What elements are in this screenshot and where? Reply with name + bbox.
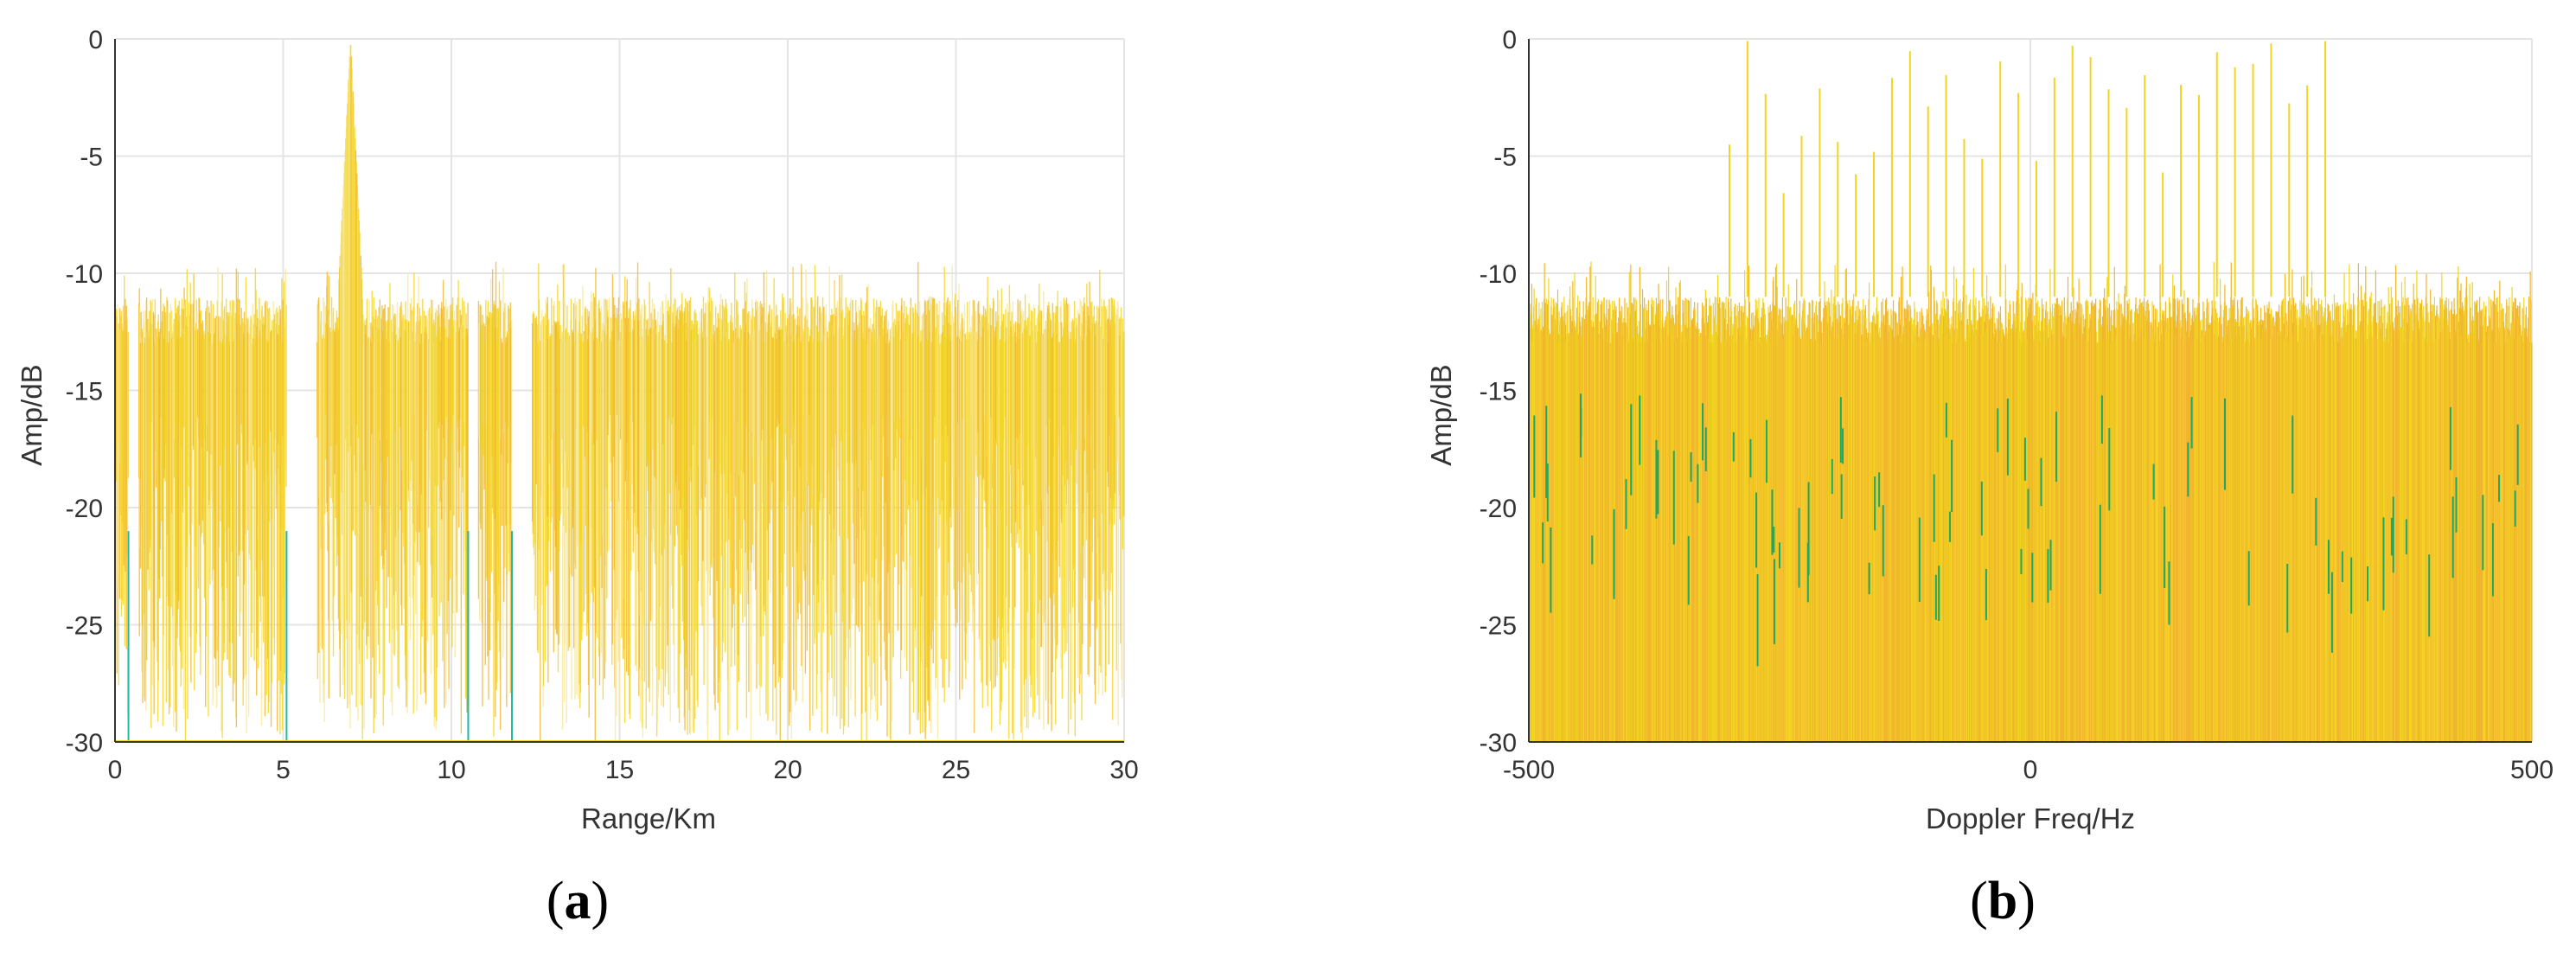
axes [1528, 39, 2532, 743]
x-axis-label: Range/Km [581, 802, 716, 834]
tick-labels: 0 5 10 15 20 25 30 0 -5 -10 -15 -20 -25 -30 [66, 26, 1139, 784]
y-tick-label: -15 [66, 378, 103, 406]
x-tick-label: 25 [942, 756, 970, 784]
y-tick-label: -10 [66, 260, 103, 289]
y-tick-label: -30 [66, 729, 103, 758]
x-tick-label: 30 [1109, 756, 1138, 784]
y-tick-label: 0 [88, 26, 103, 54]
y-tick-label: -5 [80, 144, 103, 172]
caption-b: (b) [1970, 872, 2036, 930]
panel-a: 0 5 10 15 20 25 300-5-10-15-20-25-30 Range/Km … [16, 26, 1139, 930]
y-axis-label: Amp/dB [16, 364, 48, 465]
axes [114, 39, 1124, 743]
y-tick-label: -20 [1480, 495, 1517, 523]
tick-labels: -500 0 500 0 -5 -10 -15 -20 -25 -30 [1480, 26, 2554, 784]
x-tick-label: 10 [437, 756, 465, 784]
y-tick-label: -20 [66, 495, 103, 523]
caption-letter-b: b [1988, 872, 2017, 930]
caption-a: (a) [547, 872, 609, 930]
y-tick-label: -5 [1493, 144, 1517, 172]
y-tick-label: -30 [1480, 729, 1517, 758]
x-tick-label: 500 [2510, 756, 2554, 784]
x-tick-label: 0 [108, 756, 123, 784]
y-tick-label: -10 [1480, 260, 1517, 289]
x-tick-label: -500 [1503, 756, 1555, 784]
signal-traces [114, 44, 1125, 742]
y-tick-label: -15 [1480, 378, 1517, 406]
x-tick-label: 0 [2023, 756, 2038, 784]
x-tick-label: 5 [276, 756, 291, 784]
x-tick-label: 20 [773, 756, 802, 784]
signal-traces [1528, 41, 2533, 742]
y-tick-label: -25 [66, 612, 103, 641]
panel-b: -500 0 500 0 -5 -10 -15 -20 -25 -30 Doppler Freq/… [1425, 26, 2554, 930]
y-axis-label: Amp/dB [1425, 364, 1457, 465]
x-axis-label: Doppler Freq/Hz [1926, 802, 2135, 834]
x-tick-label: 15 [605, 756, 634, 784]
caption-letter-a: a [565, 872, 591, 930]
y-tick-label: 0 [1502, 26, 1517, 54]
y-tick-label: -25 [1480, 612, 1517, 641]
